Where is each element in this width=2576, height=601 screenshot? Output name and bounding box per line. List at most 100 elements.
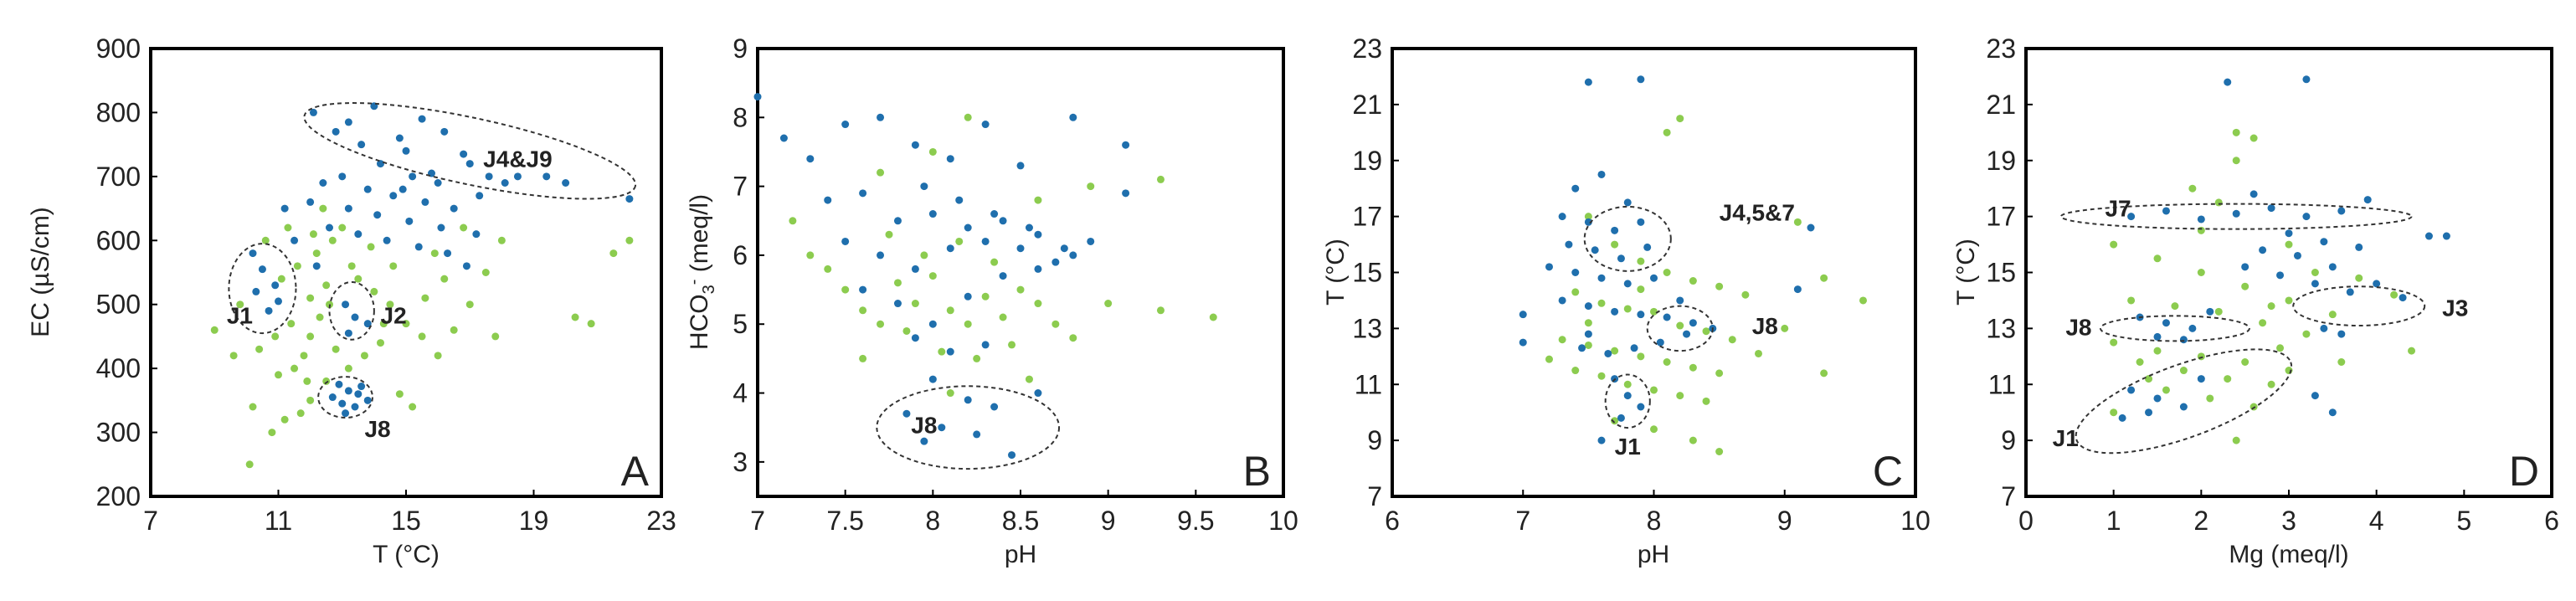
panel-a-point-blue <box>328 393 337 402</box>
panel-a-point-green <box>625 236 634 244</box>
panel-a-point-green <box>210 326 219 334</box>
panel-d-point-green <box>2206 394 2214 403</box>
panel-d-point-blue <box>2442 232 2450 240</box>
panel-c-point-green <box>1689 277 1697 285</box>
panel-d-point-blue <box>2232 209 2240 218</box>
panel-c-point-green <box>1637 352 1645 361</box>
panel-b-point-blue <box>911 265 919 273</box>
panel-d-point-green <box>2188 184 2197 193</box>
panel-a-point-blue <box>338 399 347 408</box>
panel-a-point-green <box>271 332 280 341</box>
panel-b-point-blue <box>893 300 902 308</box>
panel-a-point-blue <box>357 383 366 391</box>
panel-c-point-green <box>1820 274 1828 282</box>
panel-d-point-blue <box>2424 232 2433 240</box>
panel-b-point-blue <box>1034 389 1042 398</box>
panel-a-point-green <box>287 320 296 328</box>
panel-b-point-blue <box>981 341 990 349</box>
panel-a-ytick-label: 600 <box>96 225 141 255</box>
panel-b-point-blue <box>981 121 990 129</box>
panel-b-point-blue <box>911 334 919 342</box>
panel-b-point-green <box>859 306 867 315</box>
panel-a-point-green <box>303 377 311 385</box>
panel-d-ylabel: T (°C) <box>1952 239 1980 306</box>
panel-a-point-green <box>319 204 327 213</box>
panel-a-point-green <box>434 352 442 360</box>
panel-a-cluster-ellipse <box>303 102 637 200</box>
panel-d-point-blue <box>2224 78 2232 86</box>
panel-a-ytick-label: 800 <box>96 97 141 127</box>
panel-d-xtick-label: 6 <box>2544 506 2559 536</box>
panel-a-point-blue <box>351 313 359 321</box>
panel-c-point-blue <box>1637 218 1645 226</box>
panel-d-point-green <box>2355 274 2363 282</box>
panel-b-point-blue <box>859 285 867 294</box>
panel-a-point-blue <box>249 249 257 258</box>
panel-c-point-blue <box>1545 263 1553 271</box>
panel-c-point-green <box>1611 347 1619 355</box>
panel-a-point-blue <box>476 192 484 200</box>
panel-d-point-green <box>2179 367 2188 375</box>
panel-a-point-green <box>306 332 315 341</box>
panel-b-ylabel: HCO3- (meq/l) <box>685 194 718 350</box>
panel-c-xtick-label: 6 <box>1385 506 1400 536</box>
panel-a-point-green <box>440 275 449 283</box>
panel-b-point-green <box>885 230 893 239</box>
panel-b-point-blue <box>999 272 1007 280</box>
panel-a-point-blue <box>312 262 321 270</box>
panel-d-point-green <box>2171 302 2179 311</box>
panel-d-point-blue <box>2276 271 2285 280</box>
panel-c-ytick-label: 15 <box>1352 258 1382 288</box>
panel-b-point-green <box>841 285 850 294</box>
panel-c-point-green <box>1650 425 1658 434</box>
panel-c-cluster-label: J4,5&7 <box>1720 200 1795 226</box>
panel-d-point-blue <box>2399 294 2407 302</box>
panel-d-point-blue <box>2145 408 2153 417</box>
panel-d-frame <box>2024 47 2553 498</box>
panel-a-point-blue <box>332 127 340 136</box>
panel-a-point-blue <box>306 198 315 206</box>
panel-b-point-blue <box>928 320 937 328</box>
panel-c-point-blue <box>1637 75 1645 84</box>
panel-b-point-blue <box>841 237 850 245</box>
panel-d-cluster-label: J8 <box>2065 315 2091 341</box>
panel-b-cluster-label: J8 <box>911 412 937 438</box>
panel-d-point-blue <box>2118 414 2126 422</box>
panel-a-point-blue <box>562 179 570 187</box>
panel-b-point-blue <box>877 251 885 259</box>
panel-c-point-blue <box>1604 349 1612 357</box>
panel-d-point-blue <box>2355 243 2363 251</box>
panel-a-point-green <box>322 377 331 385</box>
panel-a-point-green <box>306 294 315 302</box>
panel-a-ytick-label: 500 <box>96 290 141 320</box>
panel-d-point-green <box>2337 358 2346 366</box>
panel-c-point-blue <box>1519 311 1527 319</box>
panel-b-point-green <box>938 347 946 356</box>
panel-d-point-green <box>2110 408 2118 417</box>
panel-a-point-green <box>370 287 378 295</box>
panel-a-point-green <box>309 230 317 239</box>
panel-d-xtick-label: 1 <box>2106 506 2121 536</box>
panel-a-point-blue <box>409 172 417 181</box>
panel-d-point-green <box>2153 254 2162 263</box>
panel-a-point-blue <box>395 134 404 142</box>
panel-a-point-green <box>389 262 398 270</box>
panel-d-point-blue <box>2162 319 2170 327</box>
panel-d-point-blue <box>2302 213 2311 221</box>
panel-d-point-green <box>2197 352 2205 361</box>
panel-c-point-green <box>1715 282 1724 290</box>
panel-d-point-green <box>2127 296 2136 305</box>
panel-a-cluster-label: J2 <box>381 303 407 329</box>
panel-b-point-blue <box>946 244 954 253</box>
panel-c-point-green <box>1702 327 1710 336</box>
panel-a-point-green <box>409 403 417 411</box>
panel-b-point-blue <box>920 182 928 191</box>
panel-c-point-blue <box>1611 226 1619 234</box>
panel-b-point-green <box>990 258 999 266</box>
panel-c-point-green <box>1689 363 1697 372</box>
panel-b-point-blue <box>973 430 981 439</box>
panel-c-point-blue <box>1584 218 1592 226</box>
panel-a-point-green <box>245 460 254 469</box>
panel-a-point-green <box>347 262 356 270</box>
panel-a-point-blue <box>444 249 452 258</box>
